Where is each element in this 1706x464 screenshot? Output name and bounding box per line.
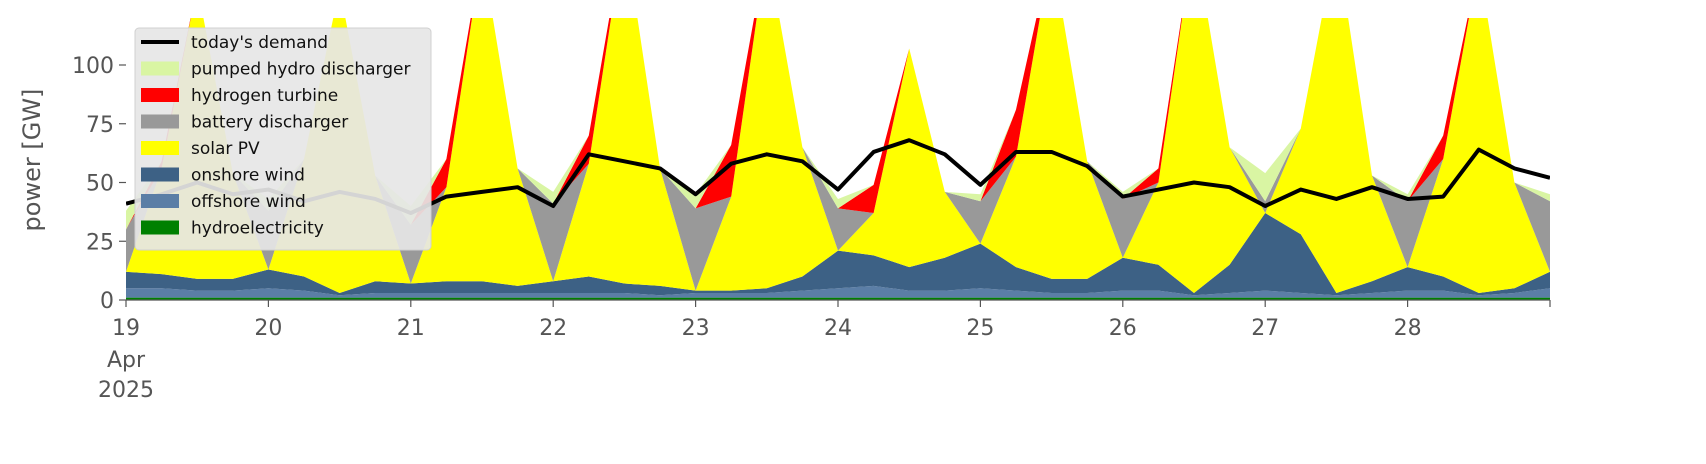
legend-box	[134, 27, 432, 251]
legend-item-pumped-hydro-discharger: pumped hydro discharger	[141, 60, 410, 80]
x-tick-label: 20	[254, 316, 282, 341]
legend-item-battery-discharger: battery discharger	[141, 113, 348, 133]
x-tick-label: 27	[1251, 316, 1279, 341]
x-tick-label: 22	[539, 316, 567, 341]
legend-item-hydroelectricity: hydroelectricity	[141, 219, 324, 239]
legend-label: today's demand	[191, 33, 328, 53]
x-tick-sublabel-month: Apr	[107, 348, 146, 373]
legend-swatch	[141, 88, 179, 102]
legend-swatch	[141, 114, 179, 129]
area-solar-pv	[126, 18, 1550, 293]
y-tick-label: 75	[86, 113, 114, 138]
legend-label: offshore wind	[191, 192, 306, 212]
y-tick-label: 0	[100, 289, 114, 314]
legend-item-onshore-wind: onshore wind	[141, 166, 305, 186]
legend: today's demand pumped hydro discharger hyd…	[134, 27, 432, 251]
legend-item-hydrogen-turbine: hydrogen turbine	[141, 86, 338, 106]
legend-item-solar-pv: solar PV	[141, 139, 260, 159]
legend-label: hydrogen turbine	[191, 86, 338, 106]
area-onshore-wind	[126, 213, 1550, 296]
x-tick-label: 24	[824, 316, 852, 341]
x-tick-label: 25	[966, 316, 994, 341]
area-offshore-wind	[126, 285, 1550, 298]
x-tick-label: 21	[397, 316, 425, 341]
x-tick-label: 23	[682, 316, 710, 341]
legend-swatch	[141, 141, 179, 155]
y-axis-label: power [GW]	[18, 89, 46, 232]
legend-label: battery discharger	[191, 113, 348, 133]
legend-item-today-s-demand: today's demand	[141, 33, 328, 53]
x-tick-sublabel-year: 2025	[98, 378, 154, 403]
area-battery-discharger	[126, 18, 1550, 291]
legend-swatch	[141, 61, 179, 76]
legend-label: pumped hydro discharger	[191, 60, 410, 80]
legend-swatch	[141, 167, 179, 182]
legend-label: onshore wind	[191, 166, 305, 186]
axes: 0 25 50 75 100 19 Apr 2025 20 21 22 23 24 25 26 27 28	[72, 54, 1551, 403]
y-tick-label: 50	[86, 172, 114, 197]
x-tick-label: 26	[1109, 316, 1137, 341]
legend-label: solar PV	[191, 139, 260, 159]
y-tick-label: 25	[86, 230, 114, 255]
legend-label: hydroelectricity	[191, 219, 324, 239]
legend-swatch	[141, 194, 179, 208]
x-tick-label: 28	[1394, 316, 1422, 341]
legend-swatch	[141, 220, 179, 235]
legend-item-offshore-wind: offshore wind	[141, 192, 306, 212]
x-tick-label: 19	[112, 316, 140, 341]
y-tick-label: 100	[72, 54, 114, 79]
